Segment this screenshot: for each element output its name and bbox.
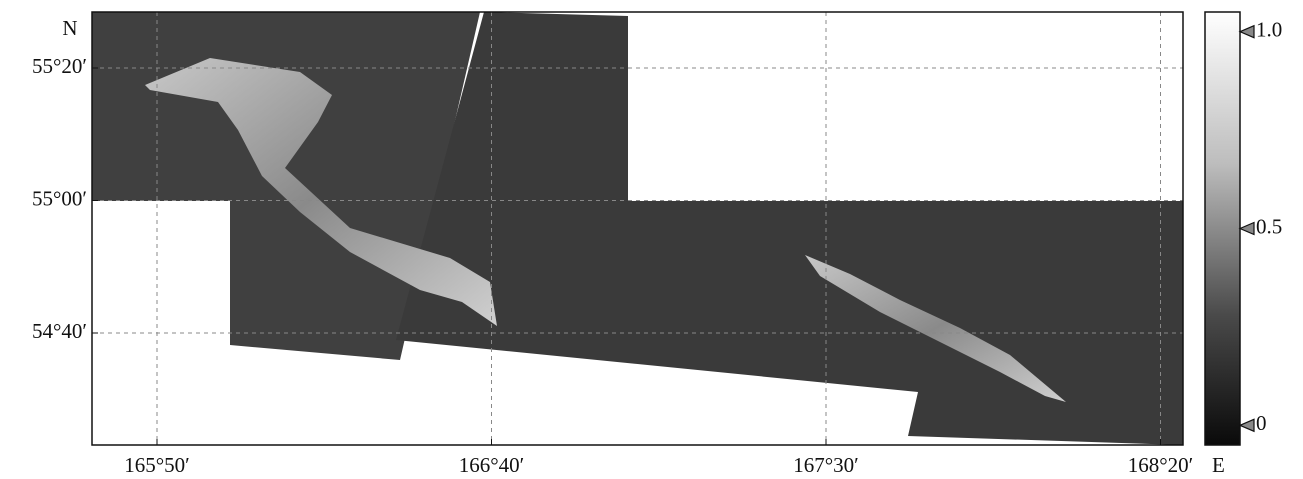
colorbar-tick-label: 0: [1256, 411, 1267, 435]
colorbar-tick: [1240, 26, 1254, 38]
x-tick-label: 166°40′: [459, 453, 525, 477]
colorbar-tick: [1240, 223, 1254, 235]
scene-panel: [396, 12, 1183, 445]
x-tick-label: 168°20′: [1128, 453, 1194, 477]
colorbar-tick-label: 0.5: [1256, 214, 1282, 238]
y-tick-label: 55°20′: [32, 54, 87, 78]
x-axis-label: E: [1212, 453, 1225, 477]
y-tick-label: 55°00′: [32, 186, 87, 210]
colorbar-tick: [1240, 419, 1254, 431]
imagery: [92, 12, 1183, 445]
colorbar: [1205, 12, 1240, 445]
map-figure: E N 165°50′ 166°40′ 167°30′ 168°20′ 55°20′ 55…: [0, 0, 1303, 479]
y-axis-label: N: [62, 16, 77, 40]
x-tick-label: 165°50′: [124, 453, 190, 477]
colorbar-tick-label: 1.0: [1256, 17, 1282, 41]
x-tick-label: 167°30′: [793, 453, 859, 477]
y-tick-label: 54°40′: [32, 319, 87, 343]
